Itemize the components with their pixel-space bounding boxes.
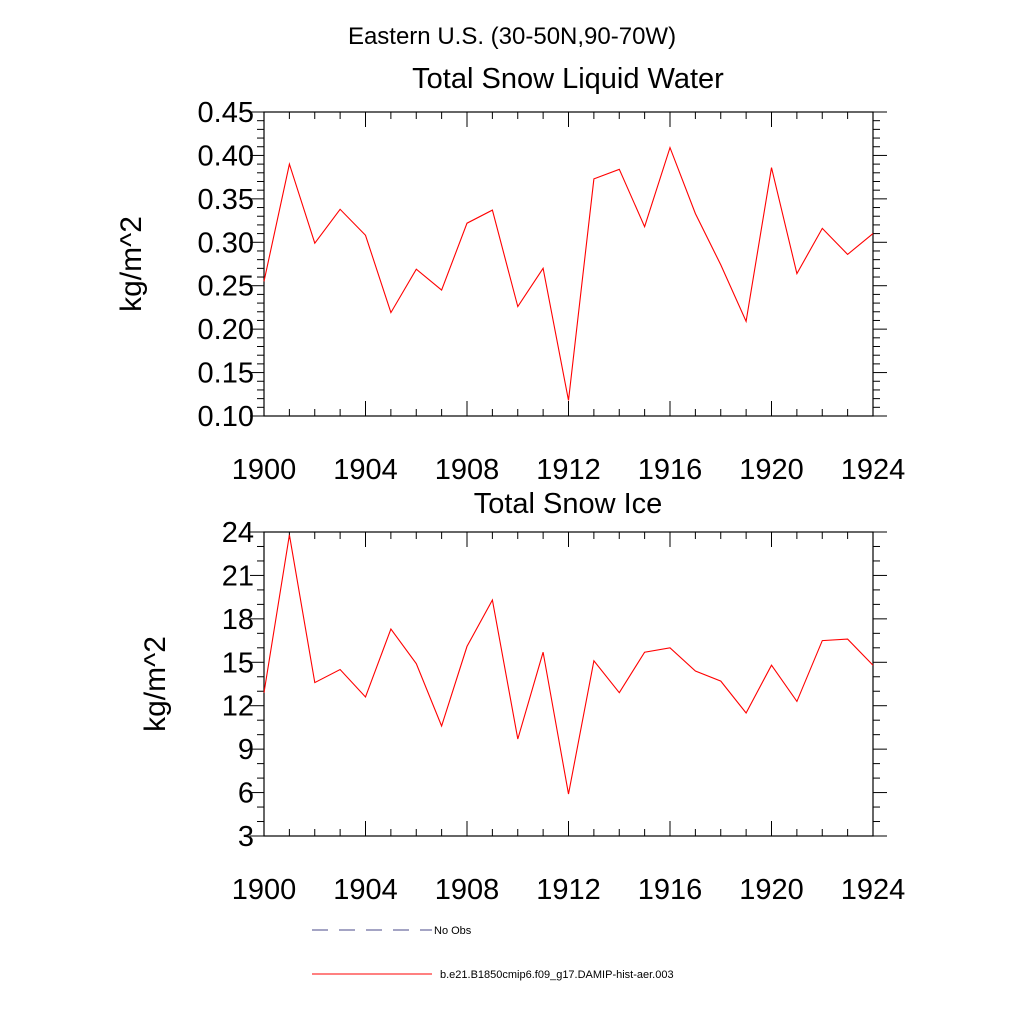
- figure-title: Eastern U.S. (30-50N,90-70W): [348, 23, 676, 50]
- y-tick-label: 0.30: [198, 227, 254, 259]
- x-tick-label: 1904: [333, 874, 398, 906]
- x-tick-label: 1916: [638, 874, 703, 906]
- panel-title: Total Snow Ice: [474, 488, 663, 520]
- y-tick-label: 15: [222, 647, 254, 679]
- x-tick-label: 1900: [232, 454, 297, 486]
- y-tick-label: 6: [238, 778, 254, 810]
- series-group: [263, 145, 874, 401]
- legend: No Obs b.e21.B1850cmip6.f09_g17.DAMIP-hi…: [312, 925, 674, 981]
- x-tick-label: 1908: [435, 454, 500, 486]
- plot-frame: [263, 111, 874, 417]
- x-tick-label: 1924: [841, 874, 906, 906]
- legend-label-no-obs: No Obs: [434, 925, 472, 937]
- y-axis-label: kg/m^2: [139, 636, 172, 732]
- x-tick-label: 1912: [536, 454, 601, 486]
- y-tick-label: 24: [222, 517, 254, 549]
- y-tick-label: 0.15: [198, 358, 254, 390]
- x-tick-label: 1904: [333, 454, 398, 486]
- y-tick-label: 0.10: [198, 401, 254, 433]
- series-line: [263, 534, 874, 795]
- y-tick-label: 0.35: [198, 184, 254, 216]
- x-tick-label: 1900: [232, 874, 297, 906]
- series-line: [263, 145, 874, 401]
- y-tick-label: 3: [238, 821, 254, 853]
- x-tick-label: 1912: [536, 874, 601, 906]
- panel-title: Total Snow Liquid Water: [412, 63, 724, 95]
- y-tick-label: 0.25: [198, 271, 254, 303]
- y-tick-label: 12: [222, 691, 254, 723]
- series-group: [263, 534, 874, 795]
- y-axis-label: kg/m^2: [115, 216, 148, 312]
- plot-frame: [263, 531, 874, 837]
- panel-total-snow-liquid-water: Total Snow Liquid Water kg/m^2 1900 1904 1…: [115, 63, 905, 486]
- y-tick-label: 0.45: [198, 97, 254, 129]
- y-tick-label: 9: [238, 734, 254, 766]
- y-tick-label: 18: [222, 604, 254, 636]
- x-tick-label: 1920: [739, 874, 804, 906]
- legend-label-model: b.e21.B1850cmip6.f09_g17.DAMIP-hist-aer.…: [440, 969, 674, 981]
- x-tick-label: 1916: [638, 454, 703, 486]
- axis-ticks: 1900 1904 1908 1912 1916 1920 1924 0.10 0.15 0.20…: [198, 97, 906, 486]
- x-tick-label: 1924: [841, 454, 906, 486]
- x-tick-label: 1920: [739, 454, 804, 486]
- y-tick-label: 0.20: [198, 314, 254, 346]
- axis-ticks: 1900 1904 1908 1912 1916 1920 1924 3 6 9 12 15 18 21 2…: [222, 517, 906, 906]
- y-tick-label: 21: [222, 560, 254, 592]
- x-tick-label: 1908: [435, 874, 500, 906]
- panel-total-snow-ice: Total Snow Ice kg/m^2 1900 1904 1908 1912 19…: [139, 488, 905, 906]
- y-tick-label: 0.40: [198, 140, 254, 172]
